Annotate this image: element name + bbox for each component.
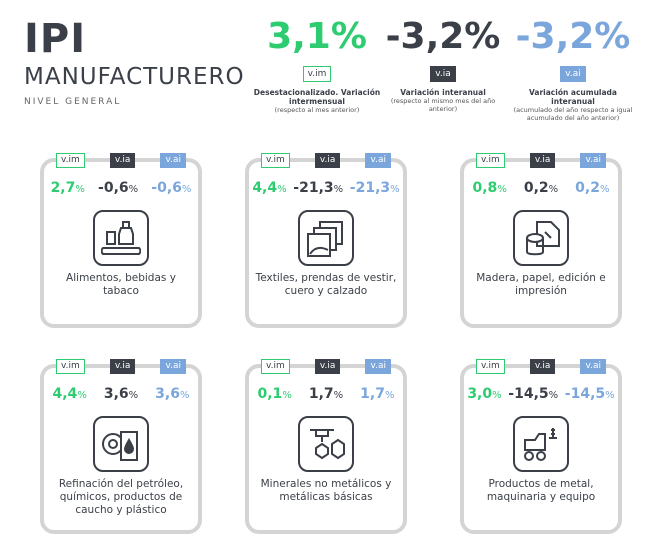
sector-label: Minerales no metálicos y metálicas básic… — [260, 478, 392, 503]
sector-card-machinery: v.im v.ia v.ai 3,0% -14,5% -14,5% Producto… — [460, 359, 622, 534]
value-vim: 4,4% — [252, 180, 287, 196]
tag-via: v.ia — [529, 153, 556, 168]
summary-via-desc: Variación interanual — [400, 88, 486, 97]
page-title: IPI — [24, 16, 87, 62]
sector-card-textiles: v.im v.ia v.ai 4,4% -21,3% -21,3% Textiles… — [245, 153, 407, 328]
tag-via: v.ia — [314, 153, 341, 168]
sector-label: Textiles, prendas de vestir, cuero y cal… — [255, 272, 397, 297]
oil-chemical-icon — [93, 416, 149, 472]
summary-vim-sub: (respecto al mes anterior) — [274, 106, 360, 114]
value-vai: 3,6% — [155, 386, 190, 402]
summary-via-value: -3,2% — [385, 16, 501, 57]
tag-via: v.ia — [109, 359, 136, 374]
textile-icon — [298, 210, 354, 266]
tag-via: v.ia — [314, 359, 341, 374]
tag-vim: v.im — [56, 359, 85, 374]
tag-vai: v.ai — [365, 153, 391, 168]
tag-vai: v.ai — [365, 359, 391, 374]
tag-via: v.ia — [529, 359, 556, 374]
value-vai: 0,2% — [575, 180, 610, 196]
tag-vai: v.ai — [160, 153, 186, 168]
sector-card-food: v.im v.ia v.ai 2,7% -0,6% -0,6% Alimentos,… — [40, 153, 202, 328]
summary-vim-desc: Desestacionalizado. Variación intermensu… — [253, 88, 381, 106]
value-via: -0,6% — [98, 180, 139, 196]
wood-paper-icon — [513, 210, 569, 266]
summary-vim-tag: v.im — [302, 66, 332, 82]
value-vim: 2,7% — [50, 180, 85, 196]
tag-vai: v.ai — [160, 359, 186, 374]
sector-card-wood-paper: v.im v.ia v.ai 0,8% 0,2% 0,2% Madera, pape… — [460, 153, 622, 328]
summary-vai-sub: (acumulado del año respecto a igual acum… — [513, 106, 633, 122]
sector-label: Madera, papel, edición e impresión — [476, 272, 606, 297]
value-vim: 3,0% — [467, 386, 502, 402]
value-via: -21,3% — [293, 180, 344, 196]
summary-via-sub: (respecto al mismo mes del año anterior) — [390, 97, 496, 113]
value-via: 3,6% — [103, 386, 139, 402]
value-vim: 4,4% — [52, 386, 87, 402]
tag-vim: v.im — [261, 359, 290, 374]
tag-vai: v.ai — [580, 153, 606, 168]
sector-card-minerals: v.im v.ia v.ai 0,1% 1,7% 1,7% Minerales no… — [245, 359, 407, 534]
sector-label: Refinación del petróleo, químicos, produ… — [58, 478, 184, 516]
summary-vim: 3,1% v.im Desestacionalizado. Variación … — [252, 16, 382, 114]
sector-card-oil-chemical: v.im v.ia v.ai 4,4% 3,6% 3,6% Refinación d… — [40, 359, 202, 534]
tag-vim: v.im — [261, 153, 290, 168]
value-via: 1,7% — [308, 386, 344, 402]
tag-vim: v.im — [476, 153, 505, 168]
value-vim: 0,8% — [472, 180, 507, 196]
value-vai: -14,5% — [564, 386, 615, 402]
sector-label: Alimentos, bebidas y tabaco — [66, 272, 176, 297]
value-via: -14,5% — [508, 386, 559, 402]
tag-via: v.ia — [109, 153, 136, 168]
tag-vim: v.im — [56, 153, 85, 168]
tag-vim: v.im — [476, 359, 505, 374]
summary-vai-desc: Variación acumulada interanual — [529, 88, 617, 106]
sector-label: Productos de metal, maquinaria y equipo — [486, 478, 596, 503]
minerals-icon — [298, 416, 354, 472]
summary-vai-value: -3,2% — [515, 16, 631, 57]
value-vai: -21,3% — [349, 180, 400, 196]
summary-vai-tag: v.ai — [560, 66, 586, 82]
value-vim: 0,1% — [257, 386, 292, 402]
value-via: 0,2% — [523, 180, 559, 196]
tag-vai: v.ai — [580, 359, 606, 374]
page-subtitle: MANUFACTURERO — [24, 64, 245, 90]
summary-vai: -3,2% v.ai Variación acumulada interanua… — [508, 16, 638, 122]
machinery-icon — [513, 416, 569, 472]
summary-via: -3,2% v.ia Variación interanual (respect… — [378, 16, 508, 113]
summary-vim-value: 3,1% — [267, 16, 367, 57]
food-icon — [93, 210, 149, 266]
level-label: NIVEL GENERAL — [24, 97, 122, 107]
value-vai: -0,6% — [151, 180, 192, 196]
value-vai: 1,7% — [360, 386, 395, 402]
summary-via-tag: v.ia — [430, 66, 456, 82]
